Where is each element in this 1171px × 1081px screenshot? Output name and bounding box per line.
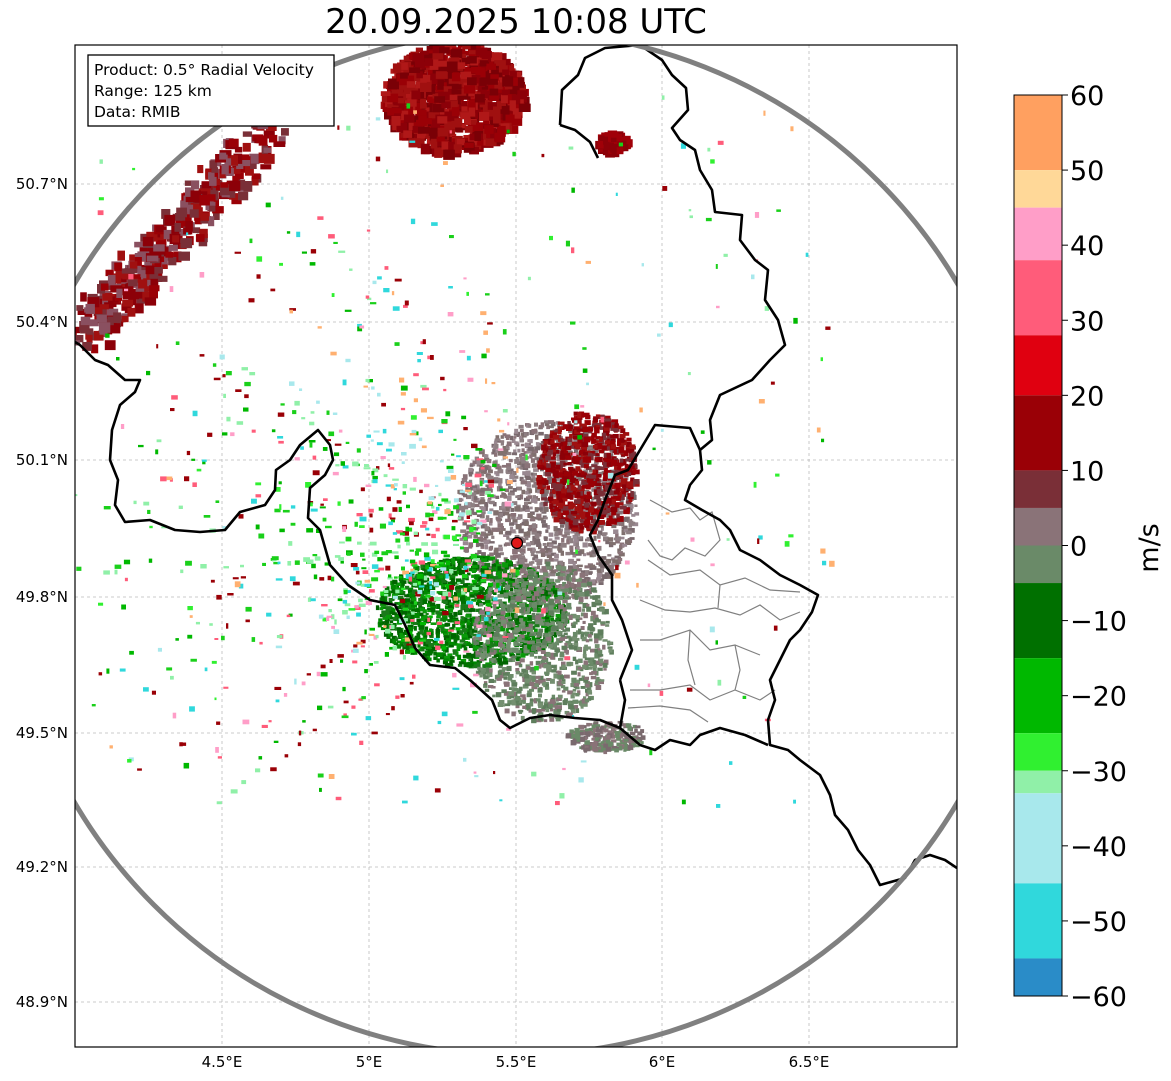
colorbar: 60 50 40 30 20 10 0 −10 −20 −30 −40 −50 −60 m/s (1013, 81, 1165, 1013)
plot-frame (74, 44, 958, 1048)
lat-label-49-5: 49.5°N (16, 724, 68, 742)
colorbar-band (1014, 958, 1062, 996)
colorbar-band (1014, 260, 1062, 336)
colorbar-tick-label: −30 (1070, 757, 1127, 788)
colorbar-band (1014, 733, 1062, 771)
colorbar-band (1014, 207, 1062, 261)
colorbar-tick-label: −10 (1070, 607, 1127, 638)
colorbar-band (1014, 770, 1062, 794)
colorbar-band (1014, 470, 1062, 508)
lat-label-50-4: 50.4°N (16, 313, 68, 331)
map-title: 20.09.2025 10:08 UTC (325, 2, 707, 42)
colorbar-band (1014, 335, 1062, 396)
latitude-labels: 50.7°N 50.4°N 50.1°N 49.8°N 49.5°N 49.2°… (16, 175, 68, 1011)
colorbar-band (1014, 658, 1062, 734)
colorbar-band (1014, 793, 1062, 884)
info-box: Product: 0.5° Radial Velocity Range: 125… (87, 54, 335, 127)
gridlines (75, 45, 957, 1047)
colorbar-bands (1014, 95, 1062, 996)
lon-label-6: 6°E (649, 1053, 676, 1071)
colorbar-tick-label: 20 (1070, 381, 1104, 412)
lat-label-48-9: 48.9°N (16, 993, 68, 1011)
lat-label-49-2: 49.2°N (16, 858, 68, 876)
lon-label-4-5: 4.5°E (202, 1053, 243, 1071)
colorbar-band (1014, 395, 1062, 471)
colorbar-band (1014, 545, 1062, 584)
radar-site-marker[interactable] (510, 536, 524, 550)
colorbar-tick-label: −40 (1070, 832, 1127, 863)
colorbar-tick-label: −50 (1070, 907, 1127, 938)
colorbar-band (1014, 507, 1062, 546)
colorbar-band (1014, 170, 1062, 208)
colorbar-band (1014, 95, 1062, 171)
colorbar-tick-label: 10 (1070, 456, 1104, 487)
colorbar-tick-label: −60 (1070, 982, 1127, 1013)
lat-label-49-8: 49.8°N (16, 588, 68, 606)
colorbar-tick-label: 60 (1070, 81, 1104, 112)
colorbar-tick-label: 0 (1070, 532, 1087, 563)
lon-label-5-5: 5.5°E (496, 1053, 537, 1071)
radar-echoes (75, 45, 835, 808)
info-data-source: Data: RMIB (94, 103, 181, 121)
lat-label-50-1: 50.1°N (16, 451, 68, 469)
colorbar-tick-label: 30 (1070, 306, 1104, 337)
country-borders (75, 45, 957, 887)
colorbar-tick-label: −20 (1070, 682, 1127, 713)
colorbar-band (1014, 883, 1062, 959)
lon-label-5: 5°E (356, 1053, 383, 1071)
colorbar-ticks: 60 50 40 30 20 10 0 −10 −20 −30 −40 −50 −60 (1062, 81, 1127, 1013)
admin-boundaries (627, 499, 801, 723)
colorbar-band (1014, 583, 1062, 659)
info-product: Product: 0.5° Radial Velocity (94, 61, 314, 79)
colorbar-tick-label: 50 (1070, 156, 1104, 187)
colorbar-tick-label: 40 (1070, 231, 1104, 262)
info-range: Range: 125 km (94, 82, 212, 100)
lat-label-50-7: 50.7°N (16, 175, 68, 193)
colorbar-unit-label: m/s (1134, 523, 1165, 572)
lon-label-6-5: 6.5°E (789, 1053, 830, 1071)
longitude-labels: 4.5°E 5°E 5.5°E 6°E 6.5°E (202, 1053, 830, 1071)
